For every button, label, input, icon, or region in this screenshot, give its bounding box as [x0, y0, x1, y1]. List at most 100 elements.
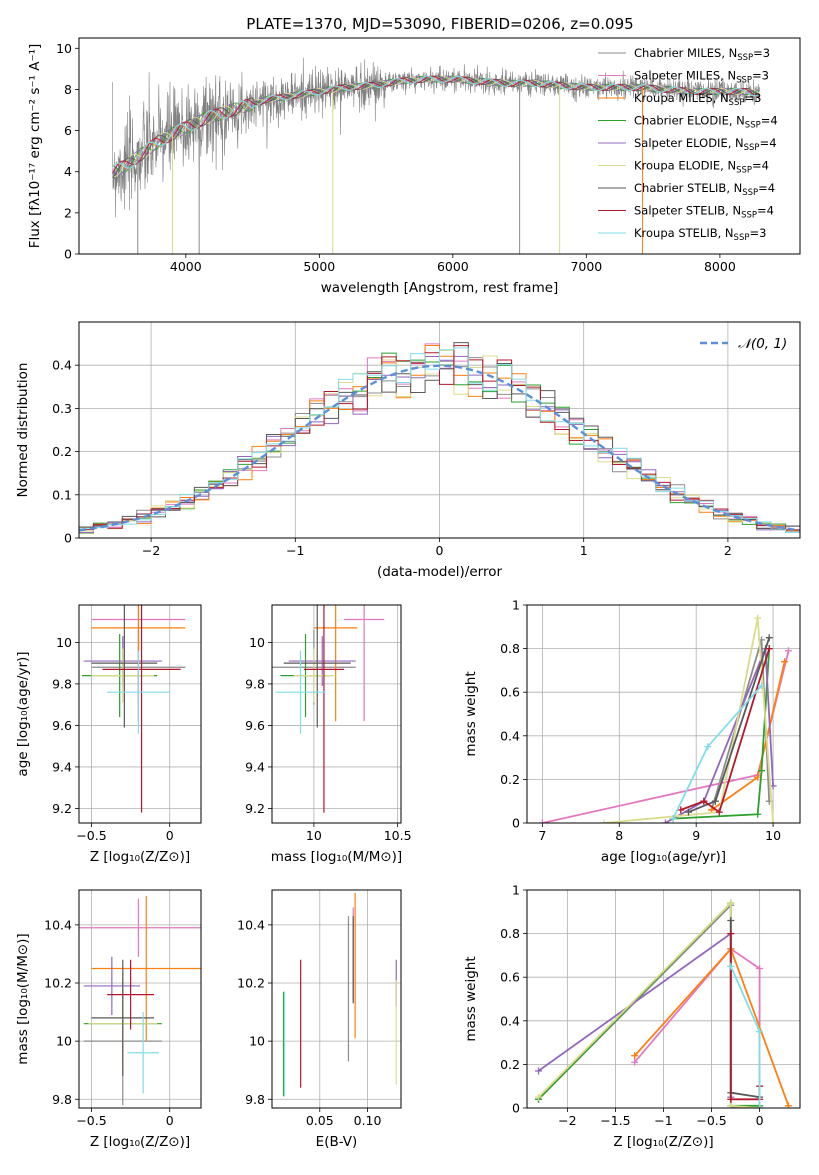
- weight-marker: [631, 1052, 639, 1060]
- mass-vs-metallicity-panel: −0.5 0 9.8 10 10.2 10.4 Z [log₁₀(Z/Z⊙)] mass [l…: [15, 889, 202, 1150]
- weight-series-2: [634, 947, 761, 1108]
- x-tick-label: 7: [538, 828, 546, 843]
- plot-area: [111, 57, 761, 254]
- y-tick-label: 0: [512, 816, 520, 831]
- y-tick-label: 9.8: [52, 1092, 72, 1107]
- legend-label: Salpeter ELODIE, N: [634, 136, 744, 150]
- age-vs-metallicity-panel: −0.5 0 9.2 9.4 9.6 9.8 10 Z [log₁₀(Z/Z⊙)] age [l…: [15, 604, 202, 865]
- y-tick-label: 9.8: [245, 676, 265, 691]
- model-spectrum-8: [112, 75, 760, 174]
- legend-nssp: =3: [744, 91, 761, 105]
- x-axis-label: Z [log₁₀(Z/Z⊙)]: [90, 1134, 190, 1150]
- legend-subscript: SSP: [745, 121, 761, 131]
- legend-label: Kroupa MILES, N: [634, 91, 729, 105]
- legend-entry-8: Salpeter STELIB, NSSP=4: [634, 204, 774, 221]
- legend-nssp: =4: [757, 204, 774, 218]
- legend-subscript: SSP: [741, 211, 757, 221]
- y-tick-label: 10.4: [237, 917, 265, 932]
- legend-label: Chabrier ELODIE, N: [634, 114, 745, 128]
- weight-series-8: [680, 648, 771, 814]
- y-tick-label: 10.4: [44, 917, 72, 932]
- y-tick-label: 10: [249, 635, 265, 650]
- y-tick-label: 0.4: [500, 1013, 520, 1028]
- weight-marker: [600, 819, 608, 823]
- y-tick-label: 9.6: [52, 718, 72, 733]
- legend-subscript: SSP: [742, 188, 758, 198]
- y-axis-label: Normed distribution: [15, 363, 31, 498]
- legend-nssp: =4: [758, 181, 775, 195]
- y-tick-label: 0: [64, 531, 72, 546]
- weight-marker: [711, 797, 719, 805]
- y-tick-label: 10: [56, 635, 72, 650]
- weight-marker: [781, 658, 789, 666]
- model-spectrum-9: [111, 75, 760, 169]
- y-tick-label: 9.8: [52, 676, 72, 691]
- y-tick-label: 0.2: [52, 444, 72, 459]
- axes-frame: [78, 604, 202, 824]
- figure-title: PLATE=1370, MJD=53090, FIBERID=0206, z=0…: [246, 15, 633, 33]
- x-tick-label: 10: [765, 828, 781, 843]
- legend-entry-3: Kroupa MILES, NSSP=3: [634, 91, 761, 108]
- x-axis-label: E(B-V): [316, 1134, 358, 1150]
- weight-marker: [684, 808, 692, 816]
- y-axis-label: mass weight: [463, 671, 479, 756]
- legend-label: Chabrier MILES, N: [634, 46, 737, 60]
- x-axis-label: Z [log₁₀(Z/Z⊙)]: [613, 1134, 713, 1150]
- age-vs-mass-panel: 10 10.5 9.2 9.4 9.6 9.8 10 mass [log₁₀(M/M⊙)]: [245, 604, 412, 865]
- y-axis-label: mass weight: [463, 956, 479, 1041]
- legend-subscript: SSP: [736, 76, 752, 86]
- y-tick-label: 1: [512, 883, 520, 898]
- x-tick-label: −0.5: [76, 1113, 106, 1128]
- residual-histogram-panel: −2 −1 0 1 2 0 0.1 0.2 0.3 0.4 (data-model)/error No…: [15, 321, 801, 580]
- plot-area: [82, 605, 186, 813]
- legend-nssp: =4: [761, 114, 778, 128]
- weight-marker: [756, 1028, 764, 1036]
- mass-vs-extinction-panel: 0.05 0.10 9.8 10 10.2 10.4 E(B-V): [237, 889, 402, 1150]
- legend-entry-normal: 𝒩(0, 1): [738, 336, 787, 352]
- legend-subscript: SSP: [744, 143, 760, 153]
- x-tick-label: 0.10: [354, 1113, 382, 1128]
- legend-subscript: SSP: [737, 53, 753, 63]
- y-tick-label: 10: [56, 1034, 72, 1049]
- y-tick-label: 2: [64, 205, 72, 220]
- x-tick-label: 1: [580, 543, 588, 558]
- y-tick-label: 0.8: [500, 641, 520, 656]
- weight-marker: [754, 810, 762, 818]
- mass-weight-vs-metallicity-panel: −2 −1.5 −1 −0.5 0 0 0.2 0.4 0.6 0.8 1 Z [log₁₀(Z/Z⊙…: [463, 883, 801, 1150]
- y-axis-label: mass [log₁₀(M/M⊙)]: [15, 933, 31, 1064]
- y-tick-label: 1: [512, 598, 520, 613]
- weight-marker: [769, 819, 777, 823]
- weight-marker: [677, 806, 685, 814]
- weight-marker: [715, 808, 723, 816]
- x-tick-label: 4000: [170, 259, 202, 274]
- y-tick-label: 9.2: [52, 801, 72, 816]
- legend-label: Salpeter STELIB, N: [634, 204, 741, 218]
- weight-marker: [765, 634, 773, 642]
- legend-entry-6: Kroupa ELODIE, NSSP=4: [634, 159, 769, 176]
- y-tick-label: 0: [512, 1101, 520, 1116]
- plot-area: [272, 605, 385, 813]
- weight-marker: [758, 767, 766, 775]
- legend-entry-4: Chabrier ELODIE, NSSP=4: [634, 114, 778, 131]
- weight-marker: [727, 899, 735, 907]
- histogram-9: [79, 347, 800, 538]
- legend-label: Salpeter MILES, N: [634, 69, 736, 83]
- weight-marker: [700, 797, 708, 805]
- model-spectrum-4: [112, 75, 760, 173]
- legend-entry-1: Chabrier MILES, NSSP=3: [634, 46, 770, 63]
- spectrum-panel: 4000 5000 6000 7000 8000 0 2 4 6 8 10 wavelength [A…: [27, 37, 801, 296]
- x-tick-label: −1: [286, 543, 304, 558]
- y-tick-label: 9.4: [52, 759, 72, 774]
- y-tick-label: 0.4: [500, 728, 520, 743]
- x-tick-label: −2: [558, 1113, 576, 1128]
- weight-marker: [704, 743, 712, 751]
- legend-subscript: SSP: [734, 233, 750, 243]
- legend-nssp: =4: [760, 136, 777, 150]
- y-tick-label: 9.4: [245, 759, 265, 774]
- x-tick-label: 10: [306, 828, 322, 843]
- model-spectrum-5: [112, 75, 760, 175]
- plot-area: [535, 899, 792, 1108]
- x-tick-label: 0: [436, 543, 444, 558]
